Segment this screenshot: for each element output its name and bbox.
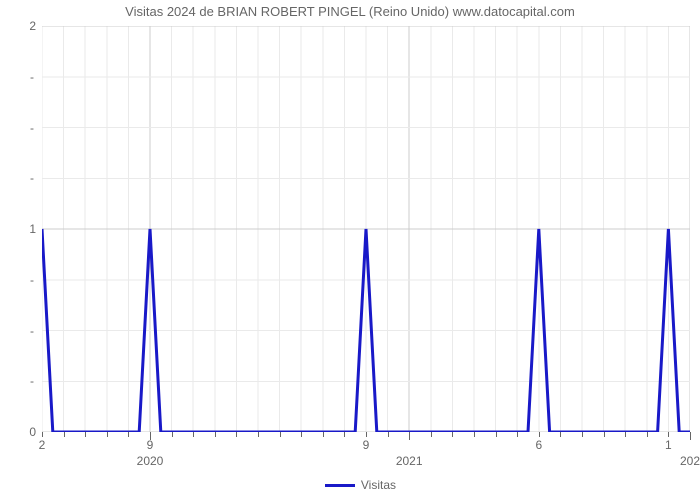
x-minor-tick-icon [647, 432, 648, 437]
x-minor-tick-icon [582, 432, 583, 437]
y-minor-dash-icon: - [30, 70, 34, 84]
x-minor-tick-icon [301, 432, 302, 437]
x-minor-tick-icon [107, 432, 108, 437]
x-minor-label: 6 [529, 438, 549, 452]
x-minor-label: 9 [140, 438, 160, 452]
chart-legend: Visitas [325, 478, 396, 492]
chart-plot-area [42, 26, 690, 432]
x-minor-tick-icon [366, 432, 367, 437]
x-minor-tick-icon [64, 432, 65, 437]
x-minor-tick-icon [388, 432, 389, 437]
x-minor-tick-icon [668, 432, 669, 437]
x-major-label: 2021 [384, 454, 434, 468]
chart-title: Visitas 2024 de BRIAN ROBERT PINGEL (Rei… [0, 4, 700, 19]
x-minor-tick-icon [560, 432, 561, 437]
legend-swatch-icon [325, 484, 355, 487]
x-major-label: 2020 [125, 454, 175, 468]
x-minor-tick-icon [323, 432, 324, 437]
x-minor-label: 9 [356, 438, 376, 452]
x-minor-tick-icon [193, 432, 194, 437]
x-minor-tick-icon [344, 432, 345, 437]
y-minor-dash-icon: - [30, 324, 34, 338]
x-minor-tick-icon [431, 432, 432, 437]
y-minor-dash-icon: - [30, 121, 34, 135]
x-major-tick-icon [409, 432, 410, 440]
x-minor-tick-icon [42, 432, 43, 437]
x-minor-tick-icon [236, 432, 237, 437]
x-minor-tick-icon [280, 432, 281, 437]
y-tick-label: 1 [12, 222, 36, 236]
y-tick-label: 0 [12, 425, 36, 439]
x-minor-tick-icon [517, 432, 518, 437]
x-minor-tick-icon [474, 432, 475, 437]
x-minor-tick-icon [625, 432, 626, 437]
x-minor-tick-icon [452, 432, 453, 437]
legend-label: Visitas [361, 478, 396, 492]
x-minor-tick-icon [604, 432, 605, 437]
y-minor-dash-icon: - [30, 273, 34, 287]
x-minor-tick-icon [128, 432, 129, 437]
x-major-label: 202 [665, 454, 700, 468]
y-tick-label: 2 [12, 19, 36, 33]
y-minor-dash-icon: - [30, 374, 34, 388]
x-minor-label: 2 [32, 438, 52, 452]
x-minor-tick-icon [85, 432, 86, 437]
x-minor-tick-icon [496, 432, 497, 437]
x-minor-tick-icon [172, 432, 173, 437]
y-minor-dash-icon: - [30, 171, 34, 185]
x-minor-tick-icon [258, 432, 259, 437]
x-minor-tick-icon [215, 432, 216, 437]
x-minor-label: 1 [658, 438, 678, 452]
x-minor-tick-icon [539, 432, 540, 437]
x-major-tick-icon [690, 432, 691, 440]
